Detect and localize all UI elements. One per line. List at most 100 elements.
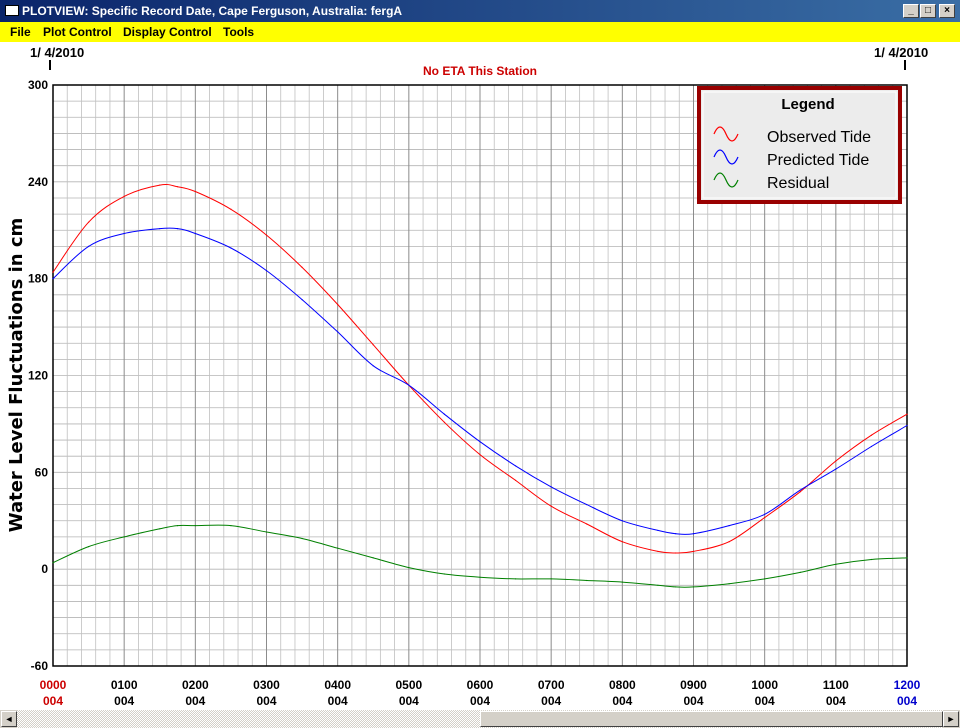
data-point xyxy=(443,413,446,415)
data-point xyxy=(265,234,268,236)
data-point xyxy=(230,208,232,210)
data-point xyxy=(372,344,374,346)
scrollbar-thumb[interactable] xyxy=(480,711,943,727)
data-point xyxy=(265,531,268,533)
data-point xyxy=(52,562,54,564)
x-tick-sublabel: 004 xyxy=(185,694,205,708)
data-point xyxy=(159,184,161,186)
x-tick-sublabel: 004 xyxy=(114,694,134,708)
data-point xyxy=(52,278,54,280)
y-tick-label: 120 xyxy=(28,369,48,383)
x-tick-label: 1200 xyxy=(894,678,921,692)
data-point xyxy=(675,533,677,535)
data-point xyxy=(408,384,410,386)
data-point xyxy=(443,573,446,575)
close-button[interactable]: × xyxy=(939,4,955,18)
data-point xyxy=(194,232,196,235)
x-tick-label: 0900 xyxy=(680,678,707,692)
data-point xyxy=(301,299,303,301)
data-point xyxy=(692,586,695,588)
x-tick-label: 1100 xyxy=(823,678,849,692)
data-point xyxy=(764,516,766,519)
x-tick-label: 0300 xyxy=(253,678,280,692)
data-point xyxy=(906,424,908,427)
data-point xyxy=(87,221,90,223)
y-tick-label: 180 xyxy=(28,272,48,286)
data-point xyxy=(621,520,623,522)
horizontal-scrollbar[interactable]: ◄ ► xyxy=(0,710,960,728)
menu-file[interactable]: File xyxy=(10,25,31,39)
data-point xyxy=(123,195,125,197)
x-tick-sublabel: 004 xyxy=(612,694,632,708)
data-point xyxy=(799,571,801,573)
minimize-button[interactable]: _ xyxy=(903,4,919,18)
x-tick-sublabel: 004 xyxy=(256,694,276,708)
date-left: 1/ 4/2010 xyxy=(30,45,84,60)
x-tick-sublabel: 004 xyxy=(399,694,419,708)
data-point xyxy=(675,586,677,588)
data-point xyxy=(159,228,161,230)
data-point xyxy=(870,558,873,561)
tide-chart: -60 0 60 120 180 240 300 0000 004 0100 004 0200 004 0… xyxy=(0,42,960,710)
x-tick-label: 0500 xyxy=(395,678,422,692)
data-point xyxy=(621,581,623,583)
menu-tools[interactable]: Tools xyxy=(223,25,255,39)
data-point xyxy=(194,524,196,527)
x-tick-label: 0400 xyxy=(324,678,351,692)
data-point xyxy=(550,578,552,580)
data-point xyxy=(906,557,908,559)
menu-display-control[interactable]: Display Control xyxy=(123,25,212,39)
data-point xyxy=(657,550,659,553)
scroll-right-arrow-icon[interactable]: ► xyxy=(943,711,959,727)
scroll-left-arrow-icon[interactable]: ◄ xyxy=(1,711,17,727)
data-point xyxy=(675,552,677,554)
data-point xyxy=(799,491,801,493)
data-point xyxy=(194,190,196,193)
data-point xyxy=(870,445,873,448)
data-point xyxy=(337,547,339,549)
x-tick-sublabel: 004 xyxy=(43,694,63,708)
x-tick-sublabel: 004 xyxy=(470,694,490,708)
data-point xyxy=(728,524,730,527)
plot-area: -60 0 60 120 180 240 300 0000 004 0100 004 0200 004 0… xyxy=(0,42,960,710)
data-point xyxy=(657,584,659,586)
data-point xyxy=(586,504,588,506)
legend-swatch-predicted xyxy=(713,149,739,165)
x-tick-label: 0100 xyxy=(111,678,138,692)
data-point xyxy=(728,583,730,585)
legend-label-observed: Observed Tide xyxy=(767,129,871,146)
y-tick-label: 300 xyxy=(28,78,48,92)
data-point xyxy=(692,533,695,535)
legend-swatch-observed xyxy=(713,126,739,142)
y-tick-label: 60 xyxy=(35,465,49,479)
app-icon xyxy=(5,5,19,16)
x-tick-sublabel: 004 xyxy=(328,694,348,708)
data-point xyxy=(52,271,54,273)
data-point xyxy=(657,529,659,532)
data-point xyxy=(514,479,517,482)
y-axis-label: Water Level Fluctuations in cm xyxy=(6,218,27,533)
y-tick-label: 0 xyxy=(41,562,48,576)
data-point xyxy=(123,232,125,235)
data-point xyxy=(176,228,179,230)
x-tick-label: 0600 xyxy=(467,678,494,692)
data-point xyxy=(87,545,90,548)
data-point xyxy=(586,523,588,525)
data-point xyxy=(87,245,90,247)
data-point xyxy=(176,186,179,188)
x-tick-sublabel: 004 xyxy=(826,694,846,708)
data-point xyxy=(443,421,446,423)
y-tick-label: -60 xyxy=(31,659,49,673)
window-titlebar[interactable]: PLOTVIEW: Specific Record Date, Cape Fer… xyxy=(0,0,960,22)
menu-plot-control[interactable]: Plot Control xyxy=(43,25,112,39)
data-point xyxy=(301,266,303,268)
data-point xyxy=(906,413,908,415)
legend-swatch-residual xyxy=(713,172,739,188)
menu-bar: File Plot Control Display Control Tools xyxy=(0,22,960,42)
maximize-button[interactable]: □ xyxy=(920,4,936,18)
data-point xyxy=(408,566,410,569)
x-tick-label: 0800 xyxy=(609,678,636,692)
x-tick-sublabel: 004 xyxy=(541,694,561,708)
data-point xyxy=(835,460,837,462)
legend-title: Legend xyxy=(781,96,834,113)
